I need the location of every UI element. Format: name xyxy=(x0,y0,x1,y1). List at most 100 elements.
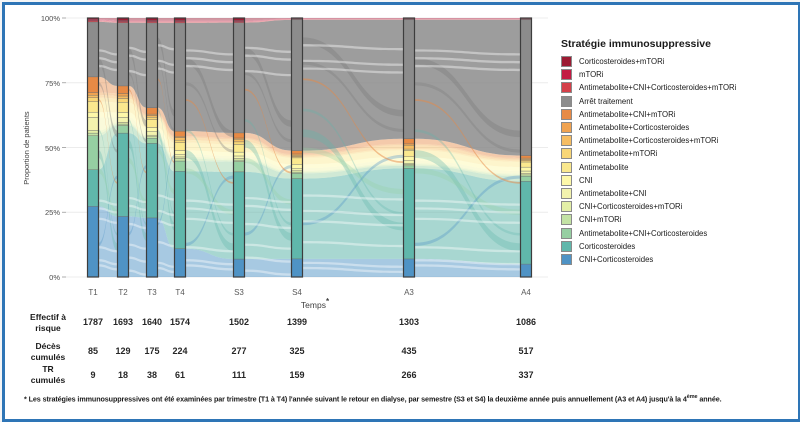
flow-ribbon xyxy=(157,114,175,138)
flow-ribbon xyxy=(98,18,118,21)
flow-ribbon xyxy=(157,135,175,159)
flow-ribbon xyxy=(414,199,521,206)
flow-ribbon xyxy=(185,20,234,22)
legend-label: Antimetabolite+CNI+Corticosteroides+mTOR… xyxy=(579,83,737,93)
flow-ribbon xyxy=(414,164,521,177)
bar-segment xyxy=(291,258,303,278)
flow-ribbon xyxy=(157,119,175,151)
flow-ribbon xyxy=(157,194,175,201)
flow-ribbon xyxy=(414,145,521,161)
legend-item: Antimetabolite+Corticosteroides+mTORi xyxy=(561,134,797,147)
flow-ribbon xyxy=(157,107,175,137)
bar-segment xyxy=(403,156,415,161)
flow-ribbon xyxy=(157,20,175,22)
table-cell: 1640 xyxy=(141,317,163,327)
table-cell: 325 xyxy=(289,346,305,356)
flow-ribbon xyxy=(98,264,118,271)
bar-segment xyxy=(146,115,158,118)
bar-segment xyxy=(403,144,415,150)
flow-ribbon xyxy=(414,175,521,246)
legend-item: mTORi xyxy=(561,68,797,81)
legend-item: CNI xyxy=(561,174,797,187)
bar-segment xyxy=(291,164,303,169)
flow-ribbon xyxy=(185,150,234,156)
legend-title: Stratégie immunosuppressive xyxy=(561,38,711,50)
flow-ribbon xyxy=(302,194,404,201)
flow-ribbon xyxy=(185,22,234,133)
flow-ribbon xyxy=(128,20,147,22)
bar-segment xyxy=(117,95,129,99)
table-cell: 266 xyxy=(401,370,417,380)
flow-ribbon xyxy=(157,117,175,143)
bar-segment xyxy=(117,98,129,103)
flow-ribbon xyxy=(185,161,234,172)
flow-ribbon xyxy=(128,93,147,116)
flow-ribbon xyxy=(244,138,292,156)
bar-segment xyxy=(87,76,99,93)
flow-ribbon xyxy=(128,46,147,53)
bar-segment xyxy=(233,159,245,162)
y-tick-label: 75% xyxy=(44,78,60,88)
table-cell: 1502 xyxy=(228,317,250,327)
flow-ribbon xyxy=(414,150,521,168)
flow-ribbon xyxy=(98,117,118,131)
y-tick-label: 0% xyxy=(49,273,60,282)
flow-ribbon xyxy=(414,160,521,174)
flow-ribbon xyxy=(244,71,292,143)
legend-label: CNI+mTORi xyxy=(579,215,622,225)
legend-swatch xyxy=(561,227,572,239)
bar-segment xyxy=(520,166,532,172)
table-cell: 159 xyxy=(289,370,305,380)
bar-outline xyxy=(145,17,159,278)
flow-ribbon xyxy=(98,21,118,86)
flow-ribbon xyxy=(98,124,118,136)
flow-ribbon xyxy=(98,217,118,224)
x-tick-label-A4: A4 xyxy=(521,288,531,297)
bar-segment xyxy=(87,132,99,136)
flow-ribbon xyxy=(302,163,404,173)
flow-ribbon xyxy=(185,207,234,214)
flow-ribbon xyxy=(302,240,404,248)
flow-ribbon xyxy=(244,256,292,263)
flow-ribbon xyxy=(98,99,118,184)
x-tick-label-T3: T3 xyxy=(147,288,157,297)
flow-ribbon xyxy=(302,160,404,171)
flow-ribbon xyxy=(302,44,404,51)
bar-outline xyxy=(402,17,416,278)
table-cell: 1574 xyxy=(169,317,191,327)
flow-ribbon xyxy=(244,139,292,157)
flow-ribbon xyxy=(185,154,234,159)
legend-label: CNI+Corticosteroides xyxy=(579,254,654,264)
bar-segment xyxy=(146,119,158,128)
flow-ribbon xyxy=(185,158,234,162)
flow-ribbon xyxy=(244,19,292,151)
table-cell: 85 xyxy=(87,346,98,356)
legend-label: Antimetabolite+Corticosteroides+mTORi xyxy=(579,136,719,146)
legend-swatch xyxy=(561,108,572,120)
flow-ribbon xyxy=(185,57,234,64)
bar-segment xyxy=(146,127,158,132)
legend-swatch xyxy=(561,95,572,107)
flow-ribbon xyxy=(157,22,175,132)
bar-segment xyxy=(520,175,532,182)
flow-ribbon xyxy=(244,132,292,154)
bar-segment xyxy=(174,150,186,155)
bar-segment xyxy=(520,155,532,159)
bar-segment xyxy=(403,19,415,139)
bar-segment xyxy=(403,160,415,164)
bar-segment xyxy=(117,112,129,118)
flow-ribbon xyxy=(128,222,147,230)
bar-segment xyxy=(87,135,99,170)
bar-segment xyxy=(520,170,532,174)
flow-ribbon xyxy=(98,95,118,99)
flow-ribbon xyxy=(244,158,292,173)
flow-ribbon xyxy=(98,133,118,217)
flow-ribbon xyxy=(302,266,404,274)
legend-swatch xyxy=(561,122,572,134)
flow-ribbon xyxy=(98,57,118,64)
flow-ribbon xyxy=(414,82,521,153)
bar-segment xyxy=(520,19,532,156)
bar-segment xyxy=(146,143,158,219)
